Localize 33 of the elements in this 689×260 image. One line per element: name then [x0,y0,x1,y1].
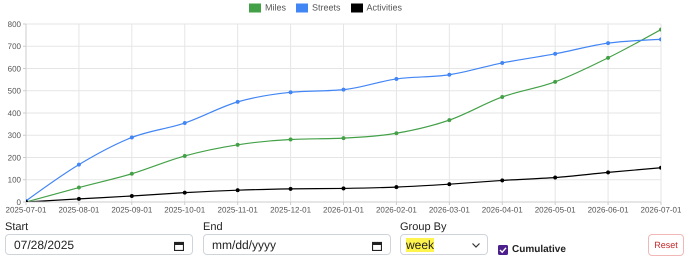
x-tick-label: 2025-08-01 [58,206,100,215]
x-tick-label: 2026-03-01 [428,206,470,215]
x-tick-label: 2026-02-01 [376,206,418,215]
legend-label: Activities [366,2,402,12]
x-tick-label: 2026-06-01 [588,206,630,215]
y-tick-label: 700 [8,42,22,52]
x-tick-label: 2025-09-01 [111,206,153,215]
y-tick-label: 800 [8,20,22,29]
x-tick-label: 2026-05-01 [534,206,576,215]
legend-label: Miles [264,2,286,12]
x-tick-label: 2026-07-01 [640,206,682,215]
text: Cumulative [512,244,566,255]
text: Start [5,221,28,233]
x-tick-label: 2025-11-01 [218,206,258,215]
y-tick-label: 400 [8,108,22,118]
legend-label: Streets [312,2,340,12]
x-tick-label: 2025-10-01 [164,206,206,215]
text: End [203,221,223,233]
y-tick-label: 600 [8,64,22,74]
text: mm/dd/yyyy [203,234,391,255]
y-tick-label: 200 [8,153,22,162]
y-tick-label: 100 [8,176,22,185]
y-tick-label: 300 [8,131,22,140]
y-tick-label: 0 [16,198,22,207]
x-tick-label: 2025-07-01 [6,206,48,215]
x-tick-label: 2026-01-01 [323,206,365,215]
text: 07/28/2025 [5,234,193,255]
text: Group By [400,221,446,233]
x-tick-label: 2026-04-01 [482,206,524,215]
y-tick-label: 500 [8,86,22,96]
x-tick-label: 2025-12-01 [270,206,312,215]
text: week [406,238,434,252]
text: Reset [648,234,684,256]
